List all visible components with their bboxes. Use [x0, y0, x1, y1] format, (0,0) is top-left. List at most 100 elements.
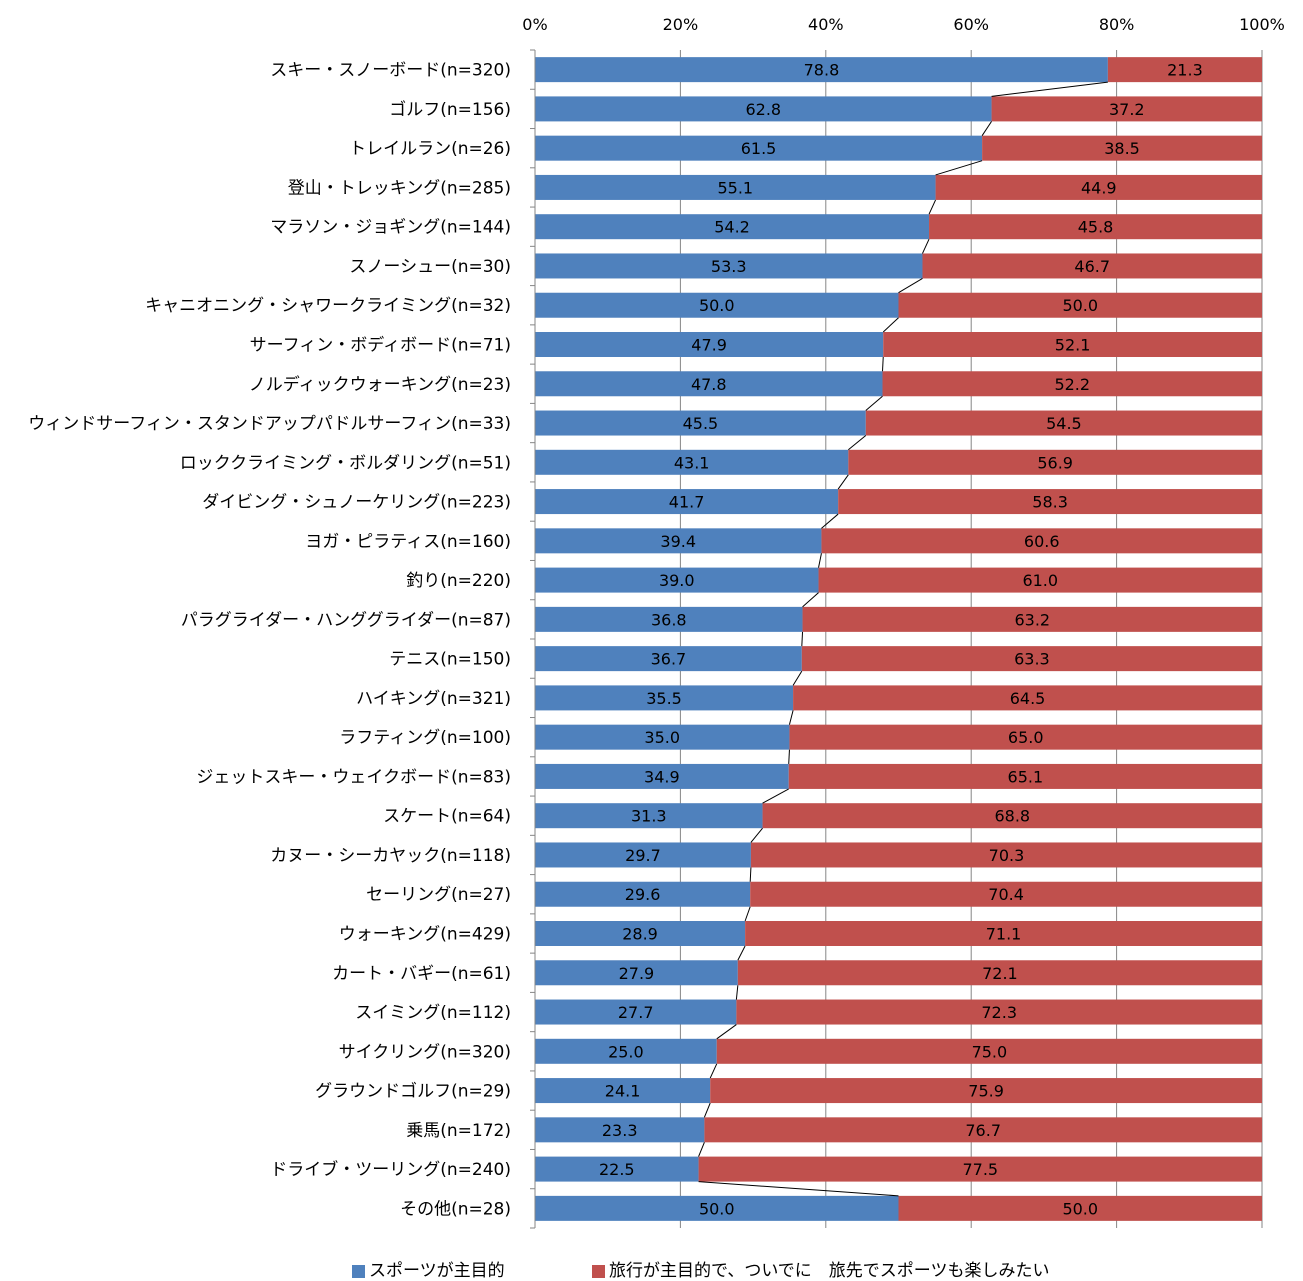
category-label: 登山・トレッキング(n=285)	[288, 178, 511, 198]
category-label: カート・バギー(n=61)	[332, 964, 511, 984]
bar-travel	[788, 763, 1262, 789]
bar-sports	[535, 567, 819, 593]
series-line	[716, 1024, 737, 1040]
bar-sports	[535, 763, 789, 789]
category-label: ヨガ・ピラティス(n=160)	[305, 532, 511, 552]
bar-travel	[929, 214, 1262, 240]
bar-sports	[535, 881, 751, 907]
bar-travel	[737, 960, 1262, 986]
data-label-sports: 29.7	[625, 846, 661, 865]
data-label-sports: 24.1	[605, 1082, 641, 1101]
bar-sports	[535, 57, 1108, 83]
bar-sports	[535, 135, 983, 161]
bar-travel	[716, 1038, 1262, 1064]
data-label-sports: 61.5	[741, 139, 777, 158]
bar-sports	[535, 842, 751, 868]
data-label-sports: 50.0	[699, 1199, 735, 1218]
x-tick-label: 60%	[953, 15, 989, 34]
data-label-sports: 36.8	[651, 610, 687, 629]
series-line	[802, 592, 819, 608]
data-label-travel: 77.5	[962, 1160, 998, 1179]
data-label-sports: 25.0	[608, 1042, 644, 1061]
category-label: スケート(n=64)	[383, 807, 511, 827]
bar-travel	[922, 253, 1262, 279]
data-label-travel: 60.6	[1024, 532, 1060, 551]
category-label: ゴルフ(n=156)	[389, 99, 511, 120]
data-label-sports: 27.7	[618, 1003, 654, 1022]
category-label: スノーシュー(n=30)	[349, 257, 511, 277]
bar-sports	[535, 96, 992, 122]
category-label: その他(n=28)	[400, 1199, 511, 1219]
category-label: ウィンドサーフィン・スタンドアップパドルサーフィン(n=33)	[28, 414, 511, 434]
data-label-sports: 55.1	[717, 178, 753, 197]
bar-sports	[535, 1117, 705, 1143]
data-label-travel: 72.1	[982, 964, 1018, 983]
category-labels: スキー・スノーボード(n=320) ゴルフ(n=156) トレイルラン(n=26) 登…	[28, 61, 511, 1220]
data-label-travel: 63.2	[1014, 610, 1050, 629]
bar-travel	[802, 606, 1262, 632]
data-label-travel: 58.3	[1032, 493, 1068, 512]
bar-sports	[535, 449, 849, 475]
legend-item-sports: スポーツが主目的	[352, 1262, 505, 1280]
category-label: サイクリング(n=320)	[339, 1042, 511, 1062]
series-line	[735, 985, 739, 1000]
bar-sports	[535, 292, 899, 318]
bars: 78.8 21.3 62.8 37.2 61.5 38.5 55.1 44.9 54.2 45.8…	[535, 57, 1262, 1221]
data-label-sports: 22.5	[599, 1160, 635, 1179]
data-label-travel: 44.9	[1081, 178, 1117, 197]
bar-travel	[698, 1156, 1262, 1182]
series-line	[703, 1102, 711, 1118]
data-label-travel: 72.3	[981, 1003, 1017, 1022]
data-label-travel: 76.7	[965, 1121, 1001, 1140]
bar-sports	[535, 646, 802, 672]
legend-swatch-sports	[352, 1264, 365, 1278]
bar-sports	[535, 960, 738, 986]
series-line	[928, 199, 937, 215]
data-label-travel: 52.1	[1055, 336, 1091, 355]
data-label-travel: 70.4	[988, 885, 1024, 904]
bar-sports	[535, 1038, 717, 1064]
bar-travel	[789, 724, 1262, 750]
category-label: キャニオニング・シャワークライミング(n=32)	[145, 296, 511, 316]
data-label-sports: 27.9	[619, 964, 655, 983]
data-label-sports: 29.6	[625, 885, 661, 904]
category-label: テニス(n=150)	[389, 650, 511, 670]
bar-travel	[818, 567, 1262, 593]
data-label-travel: 75.9	[968, 1082, 1004, 1101]
bar-travel	[865, 410, 1262, 436]
series-line	[744, 906, 751, 922]
bar-sports	[535, 253, 923, 279]
series-line	[848, 435, 867, 451]
data-label-sports: 31.3	[631, 807, 667, 826]
x-tick-label: 100%	[1239, 15, 1285, 34]
data-label-sports: 35.5	[646, 689, 682, 708]
bar-sports	[535, 410, 866, 436]
category-label: 乗馬(n=172)	[406, 1121, 511, 1141]
bar-travel	[710, 1078, 1262, 1104]
bar-sports	[535, 214, 930, 240]
data-label-travel: 37.2	[1109, 100, 1145, 119]
series-line	[750, 827, 763, 843]
category-label: ウォーキング(n=429)	[339, 925, 511, 945]
bar-travel	[793, 685, 1262, 711]
category-label: サーフィン・ボディボード(n=71)	[250, 335, 511, 356]
bar-sports	[535, 685, 794, 711]
category-label: ノルディックウォーキング(n=23)	[249, 374, 511, 395]
bar-travel	[745, 921, 1262, 946]
series-line	[922, 238, 930, 254]
x-tick-label: 0%	[522, 15, 547, 34]
data-label-travel: 54.5	[1046, 414, 1082, 433]
data-label-sports: 53.3	[711, 257, 747, 276]
category-label: セーリング(n=27)	[366, 885, 511, 905]
series-line	[865, 395, 883, 411]
data-label-travel: 65.1	[1008, 767, 1044, 786]
bar-sports	[535, 724, 790, 750]
series-line	[818, 553, 822, 568]
data-label-travel: 52.2	[1054, 375, 1090, 394]
bar-sports	[535, 803, 763, 829]
bar-sports	[535, 174, 936, 200]
x-axis-ticks: 0% 20% 40% 60% 80% 100%	[522, 15, 1285, 34]
category-label: ラフティング(n=100)	[339, 728, 511, 748]
data-label-sports: 34.9	[644, 767, 680, 786]
